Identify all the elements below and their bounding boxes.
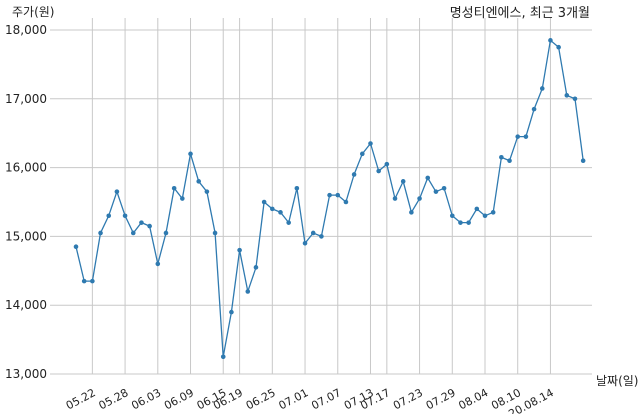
data-point [220, 354, 226, 360]
y-axis-label: 주가(원) [12, 5, 54, 19]
data-point [433, 189, 439, 194]
data-point [539, 86, 545, 91]
data-point [368, 141, 373, 146]
data-point [466, 220, 471, 225]
data-point [180, 196, 185, 201]
data-point [196, 179, 201, 184]
data-point [106, 213, 112, 219]
data-point [499, 154, 504, 160]
grid-lines [50, 18, 592, 375]
data-point [261, 199, 267, 205]
data-point [474, 206, 480, 212]
data-point [147, 223, 152, 229]
data-point [490, 210, 496, 215]
x-tick-label: 06.25 [244, 386, 278, 412]
x-tick-label: 07.29 [424, 386, 458, 412]
data-point [400, 179, 406, 184]
data-point [204, 189, 210, 194]
y-tick-label: 17,000 [5, 92, 47, 106]
x-tick-label: 05.22 [64, 386, 98, 412]
data-point [531, 106, 537, 112]
data-point [515, 134, 521, 139]
data-point [572, 96, 578, 102]
data-point [270, 206, 275, 212]
data-point [580, 158, 586, 164]
data-point [310, 230, 316, 236]
data-point [482, 213, 488, 219]
data-point [548, 38, 553, 43]
data-point [278, 210, 283, 215]
data-point [335, 192, 341, 198]
data-point [409, 210, 414, 215]
data-point [212, 230, 218, 236]
x-tick-label: 07.23 [391, 386, 425, 412]
data-point [98, 230, 103, 236]
y-tick-label: 16,000 [5, 161, 47, 175]
data-point [253, 265, 259, 270]
price-line [75, 39, 584, 357]
data-point [556, 44, 561, 50]
x-tick-label: 08.04 [456, 386, 490, 412]
y-tick-label: 18,000 [5, 23, 47, 37]
x-tick-label: 06.09 [162, 386, 196, 412]
data-point [302, 240, 308, 246]
x-axis-ticks: 05.2205.2806.0306.0906.1506.1906.2507.01… [64, 386, 556, 414]
data-point [155, 261, 161, 267]
y-tick-label: 14,000 [5, 298, 47, 312]
y-tick-label: 13,000 [5, 367, 47, 381]
data-point [245, 289, 251, 294]
data-point [449, 213, 455, 219]
x-tick-label: 05.28 [97, 386, 131, 412]
data-point [188, 151, 193, 157]
data-point [73, 244, 79, 250]
data-point [286, 220, 291, 225]
data-point [376, 168, 381, 174]
data-point [122, 213, 128, 219]
data-point [81, 278, 87, 284]
chart-title: 명성티엔에스, 최근 3개월 [450, 6, 590, 21]
data-point [171, 185, 177, 191]
x-tick-label: 07.01 [277, 386, 311, 412]
data-point [319, 234, 324, 239]
data-point [441, 185, 447, 191]
data-point [425, 175, 431, 181]
data-point [392, 196, 398, 201]
data-point [163, 230, 169, 236]
data-point [360, 151, 365, 157]
y-axis-ticks: 13,000 14,000 15,000 16,000 17,000 18,000 [5, 23, 47, 381]
x-tick-label: 06.03 [129, 386, 163, 412]
price-series [73, 38, 586, 360]
data-point [507, 158, 512, 164]
data-point [523, 134, 529, 139]
data-point [384, 161, 390, 167]
x-tick-label: 07.07 [309, 386, 343, 412]
x-axis-label: 날짜(일) [596, 374, 638, 388]
data-point [458, 220, 463, 225]
data-point [139, 220, 144, 225]
y-tick-label: 15,000 [5, 229, 47, 243]
data-point [294, 185, 300, 191]
data-point [351, 172, 357, 177]
data-point [327, 192, 332, 198]
data-point [229, 309, 234, 315]
data-point [417, 196, 422, 201]
data-point [237, 247, 242, 253]
data-point [130, 230, 136, 236]
data-point [343, 199, 349, 205]
data-point [564, 93, 570, 98]
data-point [114, 189, 120, 194]
data-point [90, 278, 95, 284]
